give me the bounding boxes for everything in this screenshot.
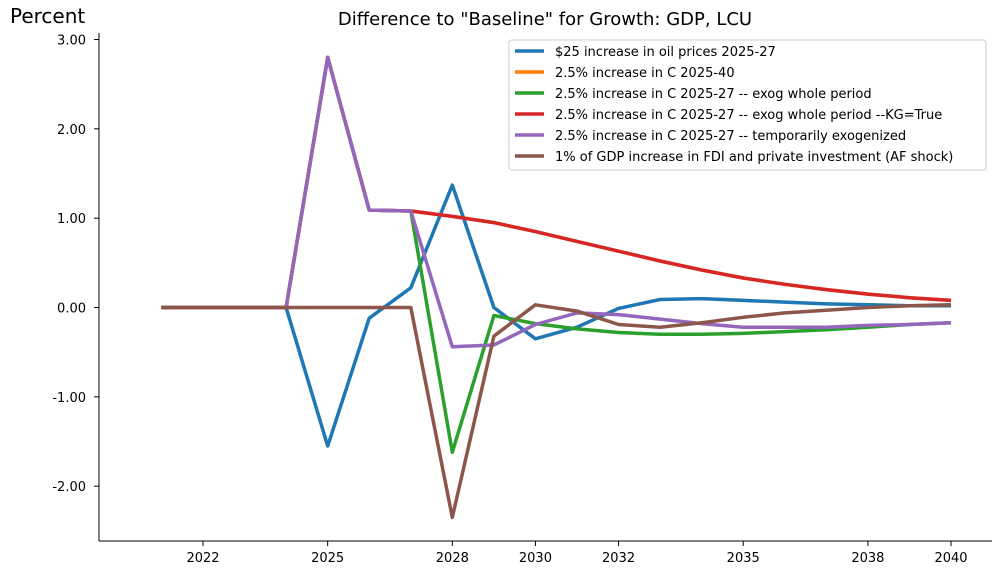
y-tick-label: 1.00 [57,212,86,227]
series-lines [161,55,952,520]
legend-label: 2.5% increase in C 2025-27 -- exog whole… [555,108,942,123]
legend-label: $25 increase in oil prices 2025-27 [555,45,776,60]
legend: $25 increase in oil prices 2025-27 2.5% i… [508,39,987,171]
plot-area: 3.002.001.000.00-1.00-2.00 2022 2025 2028 2… [52,33,992,566]
x-tick-label: 2032 [602,551,635,566]
x-tick-label: 2028 [436,551,469,566]
y-tick-label: -1.00 [52,391,86,406]
y-tick-label: 3.00 [57,34,86,49]
x-tick-label: 2030 [519,551,552,566]
x-tick-label: 2035 [727,551,760,566]
y-tick-label: 0.00 [57,302,86,317]
legend-label: 2.5% increase in C 2025-27 -- temporaril… [555,129,906,144]
y-tick-label: 2.00 [57,123,86,138]
x-tick-label: 2040 [934,551,967,566]
x-tick-label: 2022 [186,551,219,566]
y-tick-label: -2.00 [52,480,86,495]
y-axis-ticks: 3.00 2.00 1.00 0.00 -1.00 -2.00 [52,34,99,495]
legend-label: 2.5% increase in C 2025-27 -- exog whole… [555,87,872,102]
chart-title: Difference to "Baseline" for Growth: GDP… [338,9,752,30]
legend-label: 1% of GDP increase in FDI and private in… [555,150,953,165]
x-tick-label: 2025 [311,551,344,566]
y-axis-label: Percent [10,4,85,28]
legend-label: 2.5% increase in C 2025-40 [555,66,735,81]
x-axis-ticks: 2022 2025 2028 2030 2032 2035 2038 2040 [186,541,968,566]
x-tick-label: 2038 [851,551,884,566]
series-line-6 [161,303,952,520]
series-line-1 [161,183,951,448]
series-line-5 [161,55,952,349]
legend-frame [508,39,987,171]
